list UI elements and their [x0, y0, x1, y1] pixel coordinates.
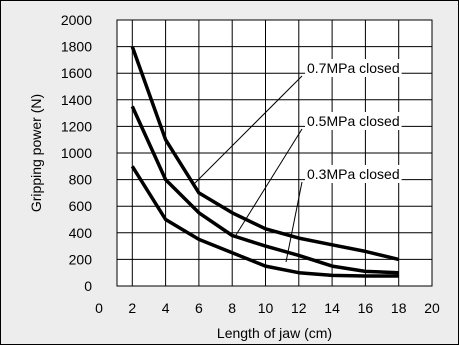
series-line-1 [130, 105, 399, 275]
leader-line-0 [192, 75, 303, 186]
series-label-2: 0.3MPa closed [307, 166, 400, 182]
y-tick-label: 400 [69, 225, 93, 241]
x-tick-label: 2 [128, 300, 136, 316]
leader-line-1 [235, 128, 303, 236]
x-tick-label: 10 [258, 300, 274, 316]
series-line-0 [130, 46, 400, 262]
y-tick-label: 1800 [61, 39, 92, 55]
x-tick-label: 0 [95, 300, 103, 316]
x-tick-label: 14 [324, 300, 340, 316]
y-tick-label: 0 [84, 278, 92, 294]
leader-line-2 [285, 181, 303, 263]
series-line-2 [130, 165, 399, 278]
y-axis-label: Gripping power (N) [28, 94, 44, 212]
x-tick-label: 20 [424, 300, 440, 316]
x-tick-label: 12 [291, 300, 307, 316]
x-tick-label: 18 [391, 300, 407, 316]
series-label-bg-1 [305, 112, 402, 130]
series-label-1: 0.5MPa closed [307, 113, 400, 129]
annotation-labels: 0.7MPa closed 0.5MPa closed 0.3MPa closed [305, 59, 402, 183]
y-tick-label: 1200 [61, 118, 92, 134]
series-lines [130, 46, 400, 278]
series-label-bg-2 [305, 165, 402, 183]
y-tick-label: 1000 [61, 145, 92, 161]
y-tick-label: 200 [69, 251, 93, 267]
series-label-0: 0.7MPa closed [307, 60, 400, 76]
y-tick-label: 1400 [61, 92, 92, 108]
y-tick-label: 2000 [61, 12, 92, 28]
series-label-bg-0 [305, 59, 402, 77]
x-tick-label: 16 [358, 300, 374, 316]
annotation-leaders [192, 75, 303, 263]
x-tick-label: 6 [195, 300, 203, 316]
y-tick-labels: 0 200 400 600 800 1000 1200 1400 1600 1800 2000 [61, 12, 92, 294]
y-tick-label: 600 [69, 198, 93, 214]
x-tick-label: 8 [228, 300, 236, 316]
x-tick-label: 4 [162, 300, 170, 316]
y-tick-label: 1600 [61, 65, 92, 81]
x-axis-label: Length of jaw (cm) [217, 325, 332, 341]
x-tick-labels: 0 2 4 6 8 10 12 14 16 18 20 [95, 300, 440, 316]
plot-border [116, 19, 433, 287]
y-tick-label: 800 [69, 172, 93, 188]
